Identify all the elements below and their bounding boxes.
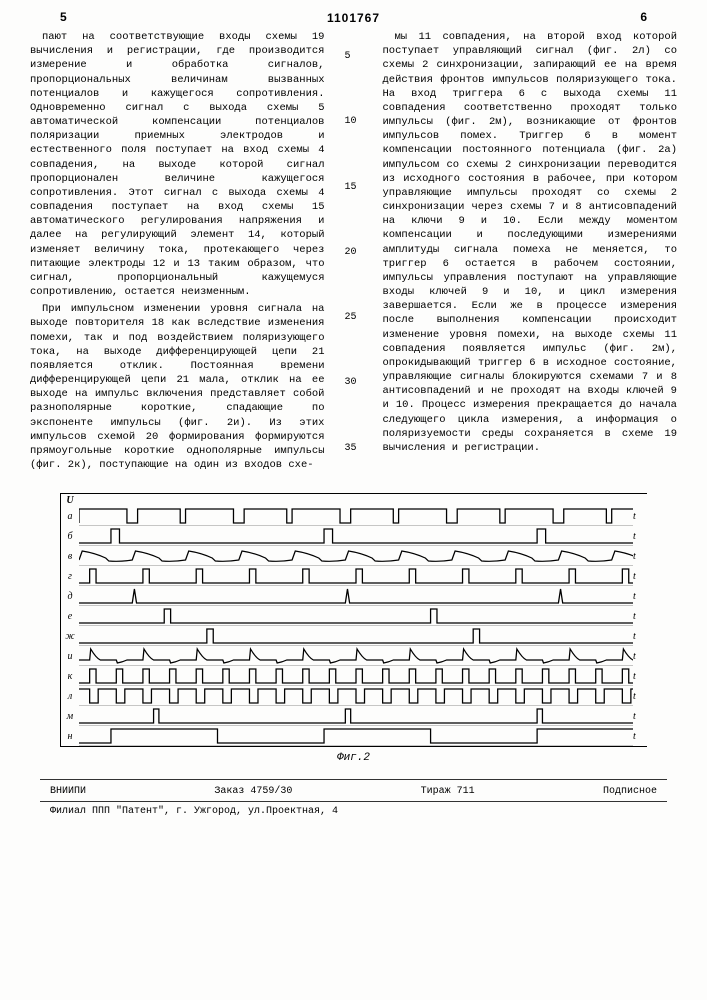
footer-tirazh: Тираж 711 [421, 786, 475, 797]
line-num: 10 [345, 115, 363, 129]
waveform-label: н [61, 731, 79, 742]
line-num: 15 [345, 181, 363, 195]
waveform-label: и [61, 651, 79, 662]
waveform-chart: U а t б t в t г t д t [60, 493, 647, 747]
line-num: 25 [345, 311, 363, 325]
footer-line-1: ВНИИПИ Заказ 4759/30 Тираж 711 Подписное [40, 786, 667, 802]
left-column: пают на соответствующие входы схемы 19 в… [30, 30, 325, 475]
waveform-end-label: t [633, 531, 647, 542]
waveform-row: к t [61, 666, 647, 686]
waveform-svg [79, 726, 633, 746]
line-num: 5 [345, 50, 363, 64]
waveform-label: ж [61, 631, 79, 642]
footer: ВНИИПИ Заказ 4759/30 Тираж 711 Подписное… [40, 779, 667, 817]
footer-org: ВНИИПИ [50, 786, 86, 797]
waveform-end-label: t [633, 551, 647, 562]
waveform-label: к [61, 671, 79, 682]
right-column: мы 11 совпадения, на второй вход которой… [383, 30, 678, 475]
footer-line-2: Филиал ППП "Патент", г. Ужгород, ул.Прое… [40, 806, 667, 817]
waveform-row: е t [61, 606, 647, 626]
waveform-label: е [61, 611, 79, 622]
waveform-label: л [61, 691, 79, 702]
left-para-2: При импульсном изменении уровня сигнала … [30, 302, 325, 472]
document-page: 5 6 1101767 пают на соответствующие вход… [0, 0, 707, 1000]
right-para-1: мы 11 совпадения, на второй вход которой… [383, 30, 678, 455]
figure-2: U а t б t в t г t д t [60, 493, 647, 764]
footer-order: Заказ 4759/30 [214, 786, 292, 797]
waveform-svg [79, 606, 633, 626]
waveform-label: а [61, 511, 79, 522]
waveform-row: в t [61, 546, 647, 566]
waveform-end-label: t [633, 631, 647, 642]
waveform-label: д [61, 591, 79, 602]
waveform-row: л t [61, 686, 647, 706]
waveform-svg [79, 646, 633, 666]
waveform-svg [79, 666, 633, 686]
waveform-row: б t [61, 526, 647, 546]
waveform-label: м [61, 711, 79, 722]
waveform-end-label: t [633, 651, 647, 662]
waveform-svg [79, 706, 633, 726]
waveform-row: и t [61, 646, 647, 666]
figure-caption: Фиг.2 [60, 752, 647, 764]
waveform-row: н t [61, 726, 647, 746]
line-num: 30 [345, 376, 363, 390]
waveform-svg [79, 526, 633, 546]
waveform-end-label: t [633, 711, 647, 722]
footer-sign: Подписное [603, 786, 657, 797]
waveform-end-label: t [633, 571, 647, 582]
waveform-svg [79, 626, 633, 646]
line-num: 20 [345, 246, 363, 260]
waveform-row: а t [61, 506, 647, 526]
page-number-left: 5 [60, 10, 67, 24]
waveform-svg [79, 586, 633, 606]
document-number: 1101767 [0, 11, 707, 25]
waveform-end-label: t [633, 511, 647, 522]
waveform-svg [79, 546, 633, 566]
waveform-row: д t [61, 586, 647, 606]
waveform-end-label: t [633, 671, 647, 682]
waveform-row: ж t [61, 626, 647, 646]
waveform-end-label: t [633, 611, 647, 622]
waveform-row: г t [61, 566, 647, 586]
chart-y-axis: U [61, 494, 647, 506]
waveform-svg [79, 686, 633, 706]
waveform-label: б [61, 531, 79, 542]
line-numbers-gutter: 5 10 15 20 25 30 35 [345, 30, 363, 475]
waveform-end-label: t [633, 691, 647, 702]
waveform-end-label: t [633, 591, 647, 602]
text-columns: пают на соответствующие входы схемы 19 в… [0, 25, 707, 485]
waveform-end-label: t [633, 731, 647, 742]
waveform-svg [79, 566, 633, 586]
left-para-1: пают на соответствующие входы схемы 19 в… [30, 30, 325, 299]
page-number-right: 6 [640, 10, 647, 24]
waveform-svg [79, 506, 633, 526]
y-axis-label: U [61, 495, 79, 506]
line-num: 35 [345, 442, 363, 456]
waveform-label: в [61, 551, 79, 562]
waveform-label: г [61, 571, 79, 582]
waveform-row: м t [61, 706, 647, 726]
